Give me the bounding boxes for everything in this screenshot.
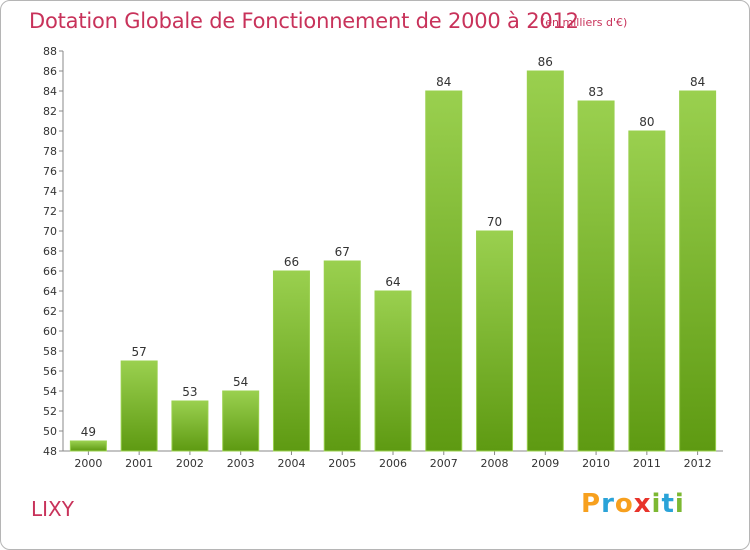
y-tick-label: 64 — [43, 285, 57, 298]
y-tick-label: 68 — [43, 245, 57, 258]
y-tick-label: 50 — [43, 425, 57, 438]
x-tick-label: 2006 — [379, 457, 407, 470]
logo-letter: i — [674, 489, 685, 519]
x-tick-label: 2003 — [227, 457, 255, 470]
value-label-2001: 57 — [132, 345, 147, 359]
y-tick-label: 56 — [43, 365, 57, 378]
value-label-2007: 84 — [436, 75, 451, 89]
y-tick-label: 86 — [43, 65, 57, 78]
value-label-2011: 80 — [639, 115, 654, 129]
bar-2011 — [628, 130, 666, 452]
chart-unit: (en milliers d'€) — [541, 16, 628, 29]
x-tick-label: 2011 — [633, 457, 661, 470]
bar-2008 — [476, 230, 514, 452]
value-label-2002: 53 — [182, 385, 197, 399]
logo-letter: x — [633, 489, 652, 519]
commune-name: LIXY — [31, 497, 74, 521]
bar-2012 — [679, 90, 717, 452]
y-tick-label: 76 — [43, 165, 57, 178]
y-tick-label: 52 — [43, 405, 57, 418]
logo-letter: o — [614, 489, 634, 519]
bar-2009 — [526, 70, 564, 452]
bar-2007 — [425, 90, 463, 452]
bar-2003 — [222, 390, 260, 452]
y-tick-label: 58 — [43, 345, 57, 358]
proxiti-logo: Proxiti — [581, 489, 685, 519]
logo-letter: P — [581, 489, 602, 519]
bar-2002 — [171, 400, 209, 452]
value-label-2009: 86 — [538, 55, 553, 69]
value-label-2003: 54 — [233, 375, 248, 389]
y-tick-label: 74 — [43, 185, 57, 198]
bar-2010 — [577, 100, 615, 452]
y-tick-label: 70 — [43, 225, 57, 238]
y-tick-label: 48 — [43, 445, 57, 458]
value-label-2005: 67 — [335, 245, 350, 259]
x-tick-label: 2005 — [328, 457, 356, 470]
value-label-2010: 83 — [588, 85, 603, 99]
y-tick-label: 72 — [43, 205, 57, 218]
value-label-2012: 84 — [690, 75, 705, 89]
x-tick-label: 2004 — [277, 457, 305, 470]
bar-2004 — [272, 270, 310, 452]
x-tick-label: 2009 — [531, 457, 559, 470]
x-tick-label: 2012 — [684, 457, 712, 470]
logo-letter: i — [651, 489, 662, 519]
bar-2001 — [120, 360, 158, 452]
value-label-2006: 64 — [385, 275, 400, 289]
y-tick-label: 66 — [43, 265, 57, 278]
y-tick-label: 54 — [43, 385, 57, 398]
x-tick-label: 2000 — [74, 457, 102, 470]
bar-2000 — [69, 440, 107, 452]
value-label-2004: 66 — [284, 255, 299, 269]
y-tick-label: 84 — [43, 85, 57, 98]
x-tick-label: 2007 — [430, 457, 458, 470]
y-tick-label: 80 — [43, 125, 57, 138]
x-tick-label: 2002 — [176, 457, 204, 470]
y-tick-label: 82 — [43, 105, 57, 118]
logo-letter: r — [601, 489, 615, 519]
y-tick-label: 62 — [43, 305, 57, 318]
value-label-2008: 70 — [487, 215, 502, 229]
x-tick-label: 2008 — [481, 457, 509, 470]
x-tick-label: 2010 — [582, 457, 610, 470]
bar-2005 — [323, 260, 361, 452]
bar-2006 — [374, 290, 412, 452]
y-tick-label: 60 — [43, 325, 57, 338]
x-tick-label: 2001 — [125, 457, 153, 470]
value-label-2000: 49 — [81, 425, 96, 439]
y-tick-label: 88 — [43, 45, 57, 58]
logo-letter: t — [661, 489, 675, 519]
y-tick-label: 78 — [43, 145, 57, 158]
chart-title: Dotation Globale de Fonctionnement de 20… — [29, 9, 579, 33]
